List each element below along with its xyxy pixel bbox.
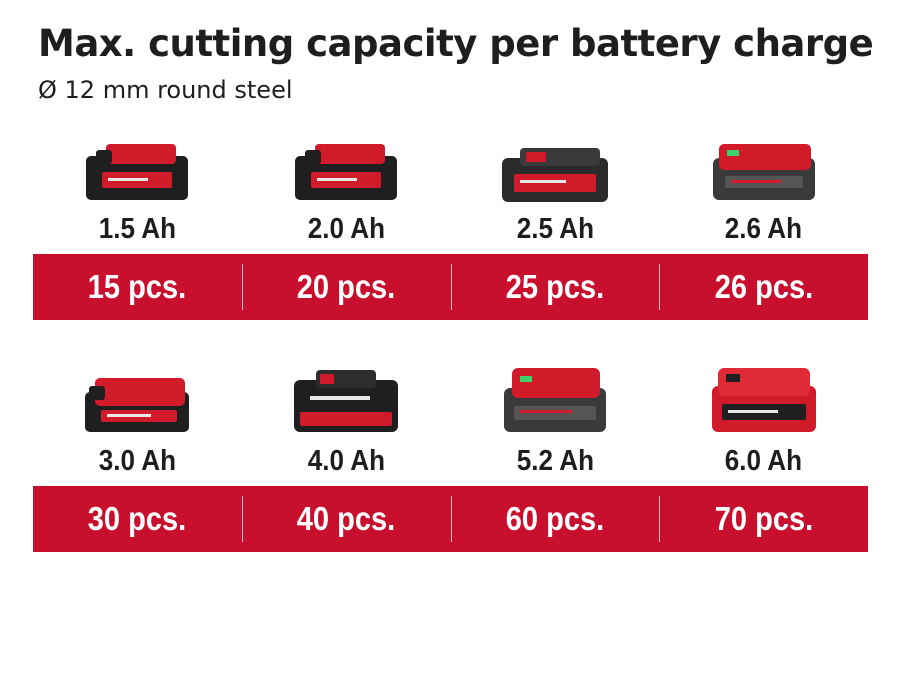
battery-cell bbox=[242, 360, 451, 436]
capacity-row: 3.0 Ah 4.0 Ah 5.2 Ah 6.0 Ah bbox=[33, 436, 868, 486]
cuts-value: 26 pcs. bbox=[714, 268, 813, 305]
capacity-label: 5.2 Ah bbox=[516, 444, 594, 477]
cuts-value: 70 pcs. bbox=[714, 500, 813, 537]
cuts-value: 20 pcs. bbox=[296, 268, 396, 305]
page-subtitle: Ø 12 mm round steel bbox=[38, 76, 293, 104]
cuts-value: 25 pcs. bbox=[505, 268, 605, 305]
battery-images-row bbox=[33, 128, 868, 204]
capacity-label: 2.0 Ah bbox=[307, 212, 385, 245]
battery-pack-icon bbox=[86, 144, 189, 200]
battery-row-2: 3.0 Ah 4.0 Ah 5.2 Ah 6.0 Ah 30 pcs. 40 p… bbox=[33, 360, 868, 552]
cuts-value: 60 pcs. bbox=[505, 500, 605, 537]
battery-row-1: 1.5 Ah 2.0 Ah 2.5 Ah 2.6 Ah 15 pcs. 20 p… bbox=[33, 128, 868, 320]
battery-cell bbox=[659, 360, 868, 436]
cuts-cell: 70 pcs. bbox=[659, 486, 868, 552]
battery-pack-icon bbox=[85, 378, 190, 432]
capacity-label: 2.5 Ah bbox=[516, 212, 594, 245]
cuts-cell: 25 pcs. bbox=[450, 254, 660, 320]
battery-pack-icon bbox=[295, 144, 398, 200]
capacity-label: 4.0 Ah bbox=[307, 444, 385, 477]
cuts-bar: 30 pcs. 40 pcs. 60 pcs. 70 pcs. bbox=[33, 486, 868, 552]
cuts-cell: 40 pcs. bbox=[241, 486, 451, 552]
cuts-cell: 15 pcs. bbox=[33, 254, 242, 320]
capacity-row: 1.5 Ah 2.0 Ah 2.5 Ah 2.6 Ah bbox=[33, 204, 868, 254]
battery-pack-icon bbox=[711, 368, 816, 432]
battery-pack-icon bbox=[501, 148, 608, 202]
battery-cell bbox=[33, 128, 242, 204]
battery-pack-icon bbox=[503, 368, 606, 432]
battery-images-row bbox=[33, 360, 868, 436]
cuts-value: 40 pcs. bbox=[296, 500, 396, 537]
capacity-label: 6.0 Ah bbox=[724, 444, 803, 477]
cuts-bar: 15 pcs. 20 pcs. 25 pcs. 26 pcs. bbox=[33, 254, 868, 320]
battery-pack-icon bbox=[712, 144, 815, 200]
capacity-label: 3.0 Ah bbox=[98, 444, 177, 477]
cuts-value: 15 pcs. bbox=[88, 268, 187, 305]
capacity-label: 1.5 Ah bbox=[98, 212, 177, 245]
cuts-cell: 60 pcs. bbox=[450, 486, 660, 552]
battery-cell bbox=[659, 128, 868, 204]
battery-cell bbox=[451, 360, 660, 436]
battery-cell bbox=[242, 128, 451, 204]
cuts-cell: 30 pcs. bbox=[33, 486, 242, 552]
cuts-value: 30 pcs. bbox=[88, 500, 187, 537]
battery-pack-icon bbox=[294, 370, 399, 432]
cuts-cell: 26 pcs. bbox=[659, 254, 868, 320]
cuts-cell: 20 pcs. bbox=[241, 254, 451, 320]
page-title: Max. cutting capacity per battery charge bbox=[38, 22, 874, 65]
capacity-label: 2.6 Ah bbox=[724, 212, 803, 245]
battery-cell bbox=[33, 360, 242, 436]
battery-cell bbox=[451, 128, 660, 204]
